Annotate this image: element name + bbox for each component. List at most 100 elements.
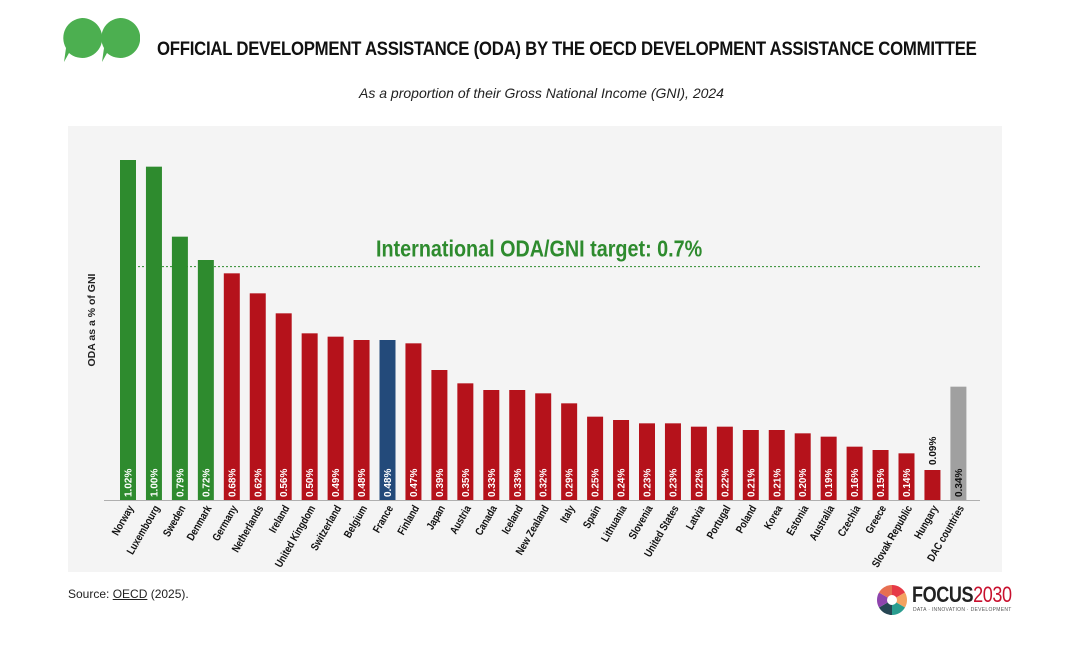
tick-label: Iceland bbox=[500, 504, 526, 537]
bar-united-states bbox=[664, 423, 681, 500]
data-label: 0.56% bbox=[279, 469, 290, 497]
source-prefix: Source: bbox=[68, 587, 113, 601]
tick-label: Portugal bbox=[705, 503, 734, 541]
bar-germany bbox=[223, 273, 240, 500]
data-label: 0.35% bbox=[461, 469, 472, 497]
data-label: 0.23% bbox=[668, 469, 679, 497]
bar-korea bbox=[768, 430, 785, 500]
bar-austria bbox=[457, 383, 474, 500]
bar-finland bbox=[405, 343, 422, 500]
data-label: 0.22% bbox=[694, 469, 705, 497]
data-label: 0.09% bbox=[928, 437, 939, 465]
bar-canada bbox=[483, 390, 500, 500]
page-title: OFFICIAL DEVELOPMENT ASSISTANCE (ODA) BY… bbox=[157, 38, 977, 60]
focus2030-aperture-icon bbox=[876, 585, 908, 615]
bar-greece bbox=[872, 450, 889, 500]
bar-czechia bbox=[846, 446, 863, 500]
data-label: 0.49% bbox=[331, 469, 342, 497]
data-label: 0.16% bbox=[850, 469, 861, 497]
source-link[interactable]: OECD bbox=[112, 587, 148, 601]
data-label: 0.48% bbox=[383, 469, 394, 497]
tick-label: Japan bbox=[425, 504, 448, 533]
tick-label: Czechia bbox=[836, 503, 864, 539]
tick-label: Latvia bbox=[684, 503, 708, 532]
data-label: 0.32% bbox=[539, 469, 550, 497]
data-label: 0.21% bbox=[746, 469, 757, 497]
tick-label: Norway bbox=[110, 503, 137, 538]
tick-label: Poland bbox=[734, 504, 759, 536]
data-label: 0.23% bbox=[643, 469, 654, 497]
tick-label: Hungary bbox=[913, 503, 942, 541]
brand-tagline: DATA · INNOVATION · DEVELOPMENT bbox=[913, 607, 1012, 613]
bar-latvia bbox=[690, 426, 707, 500]
tick-label: Lithuania bbox=[599, 503, 630, 544]
data-label: 0.47% bbox=[409, 469, 420, 497]
data-label: 0.34% bbox=[954, 469, 965, 497]
bar-italy bbox=[561, 403, 578, 500]
data-label: 0.29% bbox=[565, 469, 576, 497]
chart-panel bbox=[68, 126, 1002, 572]
bar-portugal bbox=[716, 426, 733, 500]
data-label: 0.19% bbox=[824, 469, 835, 497]
tick-label: Belgium bbox=[342, 504, 370, 541]
tick-label: Finland bbox=[396, 504, 422, 538]
bar-hungary bbox=[924, 470, 941, 500]
bar-new-zealand bbox=[535, 393, 552, 500]
data-label: 0.33% bbox=[487, 469, 498, 497]
tick-label: Korea bbox=[762, 503, 785, 531]
data-label: 1.02% bbox=[124, 469, 135, 497]
brand-wordmark: FOCUS2030 bbox=[912, 582, 1012, 608]
bar-slovak-republic bbox=[898, 453, 915, 500]
brand-number: 2030 bbox=[973, 582, 1012, 607]
page-subtitle: As a proportion of their Gross National … bbox=[359, 85, 724, 101]
bar-dac-countries bbox=[950, 386, 967, 500]
brand-word: FOCUS bbox=[912, 582, 974, 607]
bar-france bbox=[379, 340, 396, 500]
focus2030-logo: FOCUS2030 DATA · INNOVATION · DEVELOPMEN… bbox=[876, 582, 1016, 618]
data-label: 0.62% bbox=[253, 469, 264, 497]
bar-ireland bbox=[275, 313, 292, 500]
data-label: 0.39% bbox=[435, 469, 446, 497]
data-label: 0.15% bbox=[876, 469, 887, 497]
tick-label: Estonia bbox=[785, 503, 812, 538]
bar-spain bbox=[587, 416, 604, 500]
data-label: 1.00% bbox=[149, 469, 160, 497]
bar-australia bbox=[820, 436, 837, 500]
data-label: 0.79% bbox=[175, 469, 186, 497]
bar-belgium bbox=[353, 340, 370, 500]
bar-poland bbox=[742, 430, 759, 500]
bar-iceland bbox=[509, 390, 526, 500]
tick-label: Spain bbox=[581, 504, 604, 531]
bar-netherlands bbox=[249, 293, 266, 500]
bar-sweden bbox=[171, 236, 188, 500]
bar-luxembourg bbox=[145, 166, 162, 500]
data-label: 0.21% bbox=[772, 469, 783, 497]
data-label: 0.24% bbox=[617, 469, 628, 497]
bar-united-kingdom bbox=[301, 333, 318, 500]
tick-label: Italy bbox=[559, 503, 579, 525]
bar-switzerland bbox=[327, 336, 344, 500]
bar-denmark bbox=[197, 260, 214, 500]
tick-label: Austria bbox=[448, 503, 474, 536]
tick-label: France bbox=[371, 503, 396, 535]
y-axis-label: ODA as a % of GNI bbox=[86, 273, 98, 366]
bar-estonia bbox=[794, 433, 811, 500]
target-label: International ODA/GNI target: 0.7% bbox=[376, 236, 702, 262]
data-label: 0.14% bbox=[902, 469, 913, 497]
data-label: 0.68% bbox=[227, 469, 238, 497]
source-note: Source: OECD (2025). bbox=[68, 587, 189, 601]
data-label: 0.72% bbox=[201, 469, 212, 497]
source-suffix: (2025). bbox=[147, 587, 189, 601]
data-label: 0.33% bbox=[513, 469, 524, 497]
data-label: 0.25% bbox=[591, 469, 602, 497]
tick-label: Sweden bbox=[161, 504, 188, 540]
tick-label: Canada bbox=[473, 503, 500, 538]
tick-label: Greece bbox=[864, 503, 890, 536]
data-label: 0.22% bbox=[720, 469, 731, 497]
tick-label: Ireland bbox=[267, 504, 292, 536]
bar-norway bbox=[120, 160, 136, 500]
data-label: 0.20% bbox=[798, 469, 809, 497]
data-label: 0.50% bbox=[305, 469, 316, 497]
tick-label: Australia bbox=[808, 503, 838, 543]
